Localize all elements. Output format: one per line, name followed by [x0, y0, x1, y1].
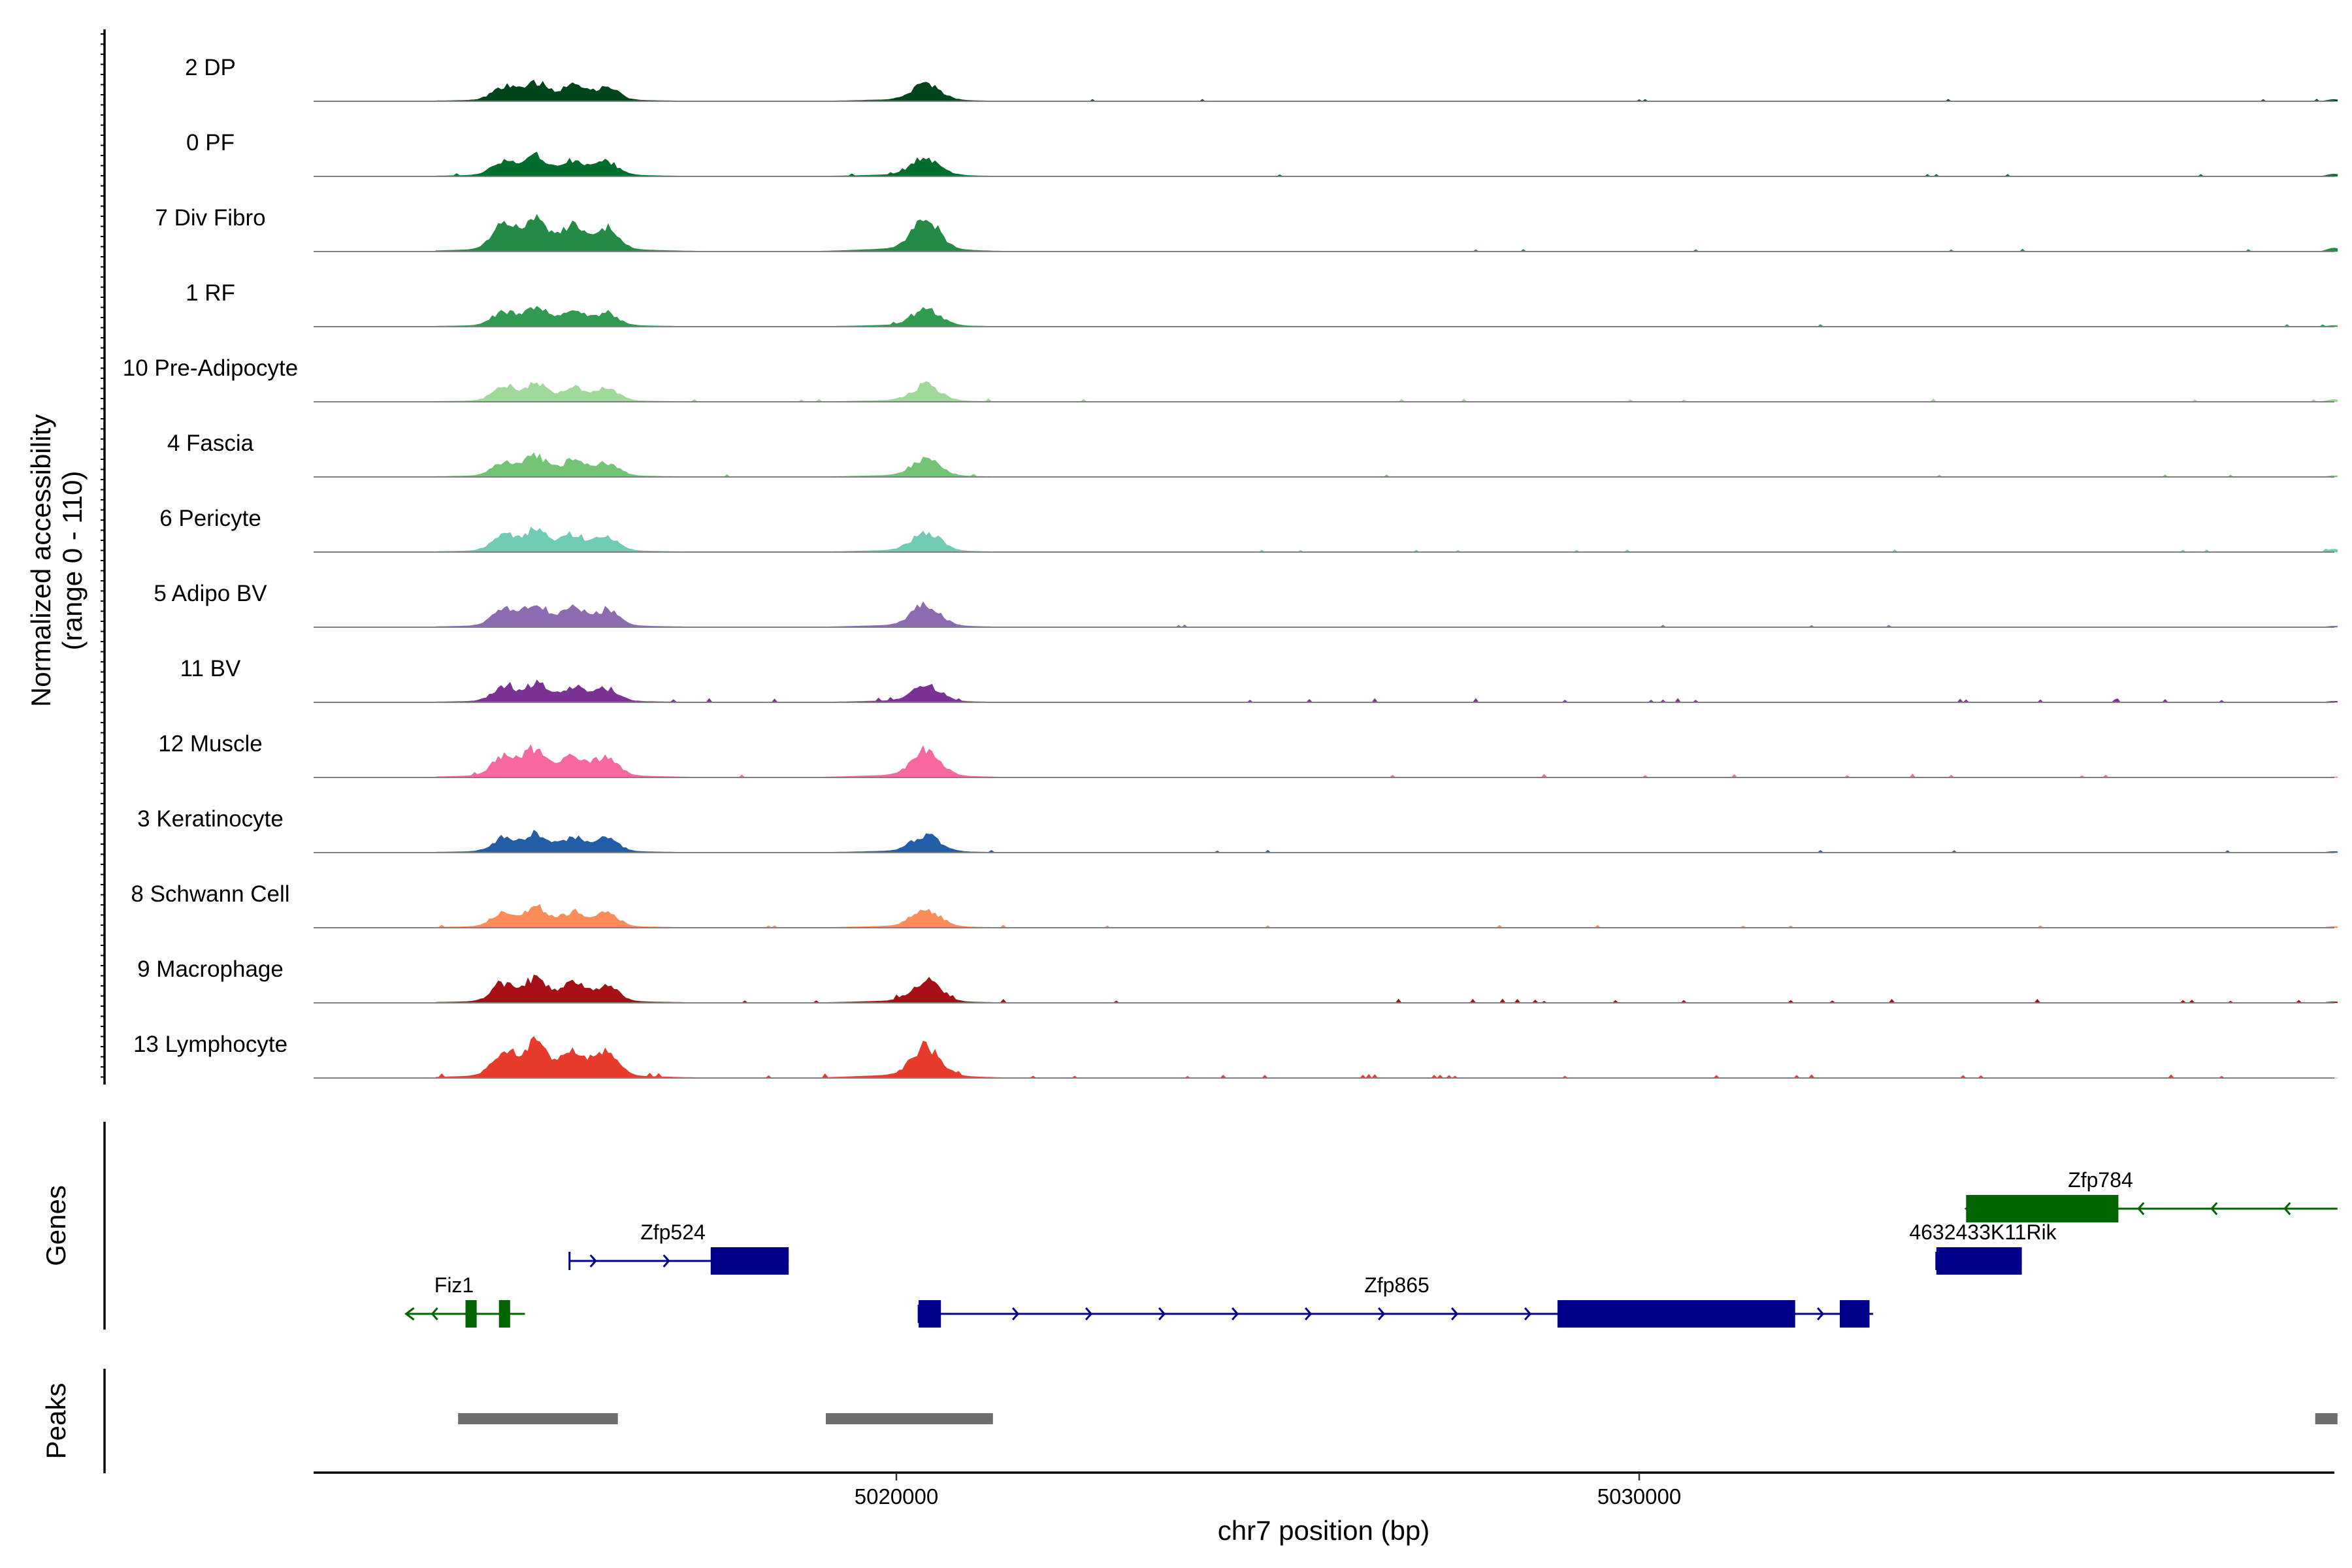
gene-model: Fiz1: [404, 1273, 525, 1328]
track-label: 7 Div Fibro: [155, 205, 265, 231]
coverage-area: [435, 152, 2338, 177]
coverage-area: [435, 679, 2338, 703]
coverage-track: 0 PF: [186, 130, 2338, 177]
coverage-track: 4 Fascia: [167, 431, 2338, 478]
gene-exon: [1966, 1195, 2119, 1222]
coverage-area: [435, 975, 2338, 1004]
x-axis-title: chr7 position (bp): [1218, 1515, 1430, 1546]
coverage-track: 9 Macrophage: [137, 956, 2338, 1004]
strand-arrow: [1085, 1307, 1093, 1320]
strand-arrow: [1524, 1307, 1532, 1320]
gene-exon: [710, 1247, 789, 1275]
strand-arrow: [1450, 1307, 1459, 1320]
strand-arrow: [431, 1307, 438, 1320]
coverage-area: [435, 80, 2338, 102]
track-label: 0 PF: [186, 130, 235, 155]
gene-label: Zfp524: [640, 1220, 706, 1244]
gene-exon: [465, 1300, 477, 1328]
track-label: 9 Macrophage: [137, 956, 284, 982]
track-label: 5 Adipo BV: [154, 581, 267, 606]
coverage-area: [435, 904, 2338, 928]
peaks-track: [458, 1413, 2338, 1424]
track-label: 11 BV: [180, 656, 241, 681]
strand-arrow: [2137, 1202, 2145, 1215]
coverage-track: 6 Pericyte: [159, 506, 2338, 553]
gene-model: Zfp524: [568, 1220, 789, 1275]
coverage-track: 5 Adipo BV: [154, 581, 2338, 628]
track-label: 10 Pre-Adipocyte: [123, 355, 298, 381]
track-label: 2 DP: [185, 55, 236, 80]
gene-end-arrow: [404, 1307, 415, 1321]
strand-arrow: [1158, 1307, 1166, 1320]
gene-exon: [1557, 1300, 1795, 1328]
strand-arrow: [1304, 1307, 1313, 1320]
peak-region: [458, 1413, 618, 1424]
coverage-y-ticks: [101, 33, 105, 1078]
gene-model: Zfp784: [1964, 1168, 2338, 1222]
genes-track-label: Genes: [41, 1185, 71, 1266]
coverage-track: 11 BV: [180, 656, 2338, 703]
strand-arrow: [1816, 1307, 1825, 1320]
gene-exon: [919, 1300, 941, 1328]
coverage-area: [435, 381, 2338, 402]
gene-label: Zfp784: [2068, 1168, 2133, 1192]
peaks-track-label: Peaks: [41, 1383, 71, 1460]
gene-model: 4632433K11Rik: [1909, 1220, 2057, 1275]
coverage-track: 10 Pre-Adipocyte: [123, 355, 2338, 402]
coverage-area: [435, 830, 2338, 853]
peak-region: [826, 1413, 993, 1424]
y-axis-range-label: (range 0 - 110): [57, 471, 88, 651]
strand-arrow: [2283, 1202, 2291, 1215]
gene-exon: [498, 1300, 510, 1328]
coverage-area: [435, 601, 2338, 628]
track-label: 3 Keratinocyte: [137, 806, 284, 832]
strand-arrow: [589, 1254, 597, 1267]
track-label: 1 RF: [186, 280, 235, 306]
coverage-area: [435, 306, 2338, 327]
x-axis-ticks: 5020000 5030000: [855, 1473, 1681, 1509]
y-axis-title: Normalized accessibility: [25, 414, 56, 707]
strand-arrow: [2210, 1202, 2218, 1215]
strand-arrow: [1377, 1307, 1386, 1320]
strand-arrow: [662, 1254, 670, 1267]
gene-exon: [1840, 1300, 1870, 1328]
coverage-area: [435, 744, 2338, 778]
peak-region: [2315, 1413, 2338, 1424]
coverage-track: 2 DP: [185, 55, 2338, 102]
track-label: 4 Fascia: [167, 431, 254, 456]
track-label: 8 Schwann Cell: [131, 881, 289, 907]
strand-arrow: [1231, 1307, 1239, 1320]
track-label: 6 Pericyte: [159, 506, 261, 531]
coverage-track: 1 RF: [186, 280, 2338, 327]
gene-label: 4632433K11Rik: [1909, 1220, 2057, 1244]
track-label: 13 Lymphocyte: [133, 1032, 287, 1057]
coverage-area: [435, 214, 2338, 252]
gene-exon: [1936, 1247, 2022, 1275]
coverage-area: [435, 527, 2338, 553]
coverage-area: [435, 452, 2338, 478]
genes-track: Zfp784 4632433K11Rik Zfp524 Fiz1 Zfp865: [404, 1168, 2338, 1328]
coverage-track: 7 Div Fibro: [155, 205, 2338, 252]
gene-model: Zfp865: [917, 1273, 1874, 1328]
gene-label: Zfp865: [1364, 1273, 1429, 1297]
track-label: 12 Muscle: [158, 731, 263, 757]
coverage-track: 8 Schwann Cell: [131, 881, 2338, 928]
strand-arrow: [1011, 1307, 1020, 1320]
coverage-tracks: 2 DP 0 PF 7 Div Fibro 1 RF 10 Pre-Adipocyte 4…: [123, 55, 2338, 1079]
coverage-track: 13 Lymphocyte: [133, 1032, 2338, 1079]
coverage-track: 3 Keratinocyte: [137, 806, 2338, 853]
coverage-area: [435, 1036, 2338, 1079]
coverage-track: 12 Muscle: [158, 731, 2338, 778]
x-tick-label: 5020000: [855, 1484, 938, 1509]
gene-label: Fiz1: [434, 1273, 474, 1297]
x-tick-label: 5030000: [1597, 1484, 1681, 1509]
